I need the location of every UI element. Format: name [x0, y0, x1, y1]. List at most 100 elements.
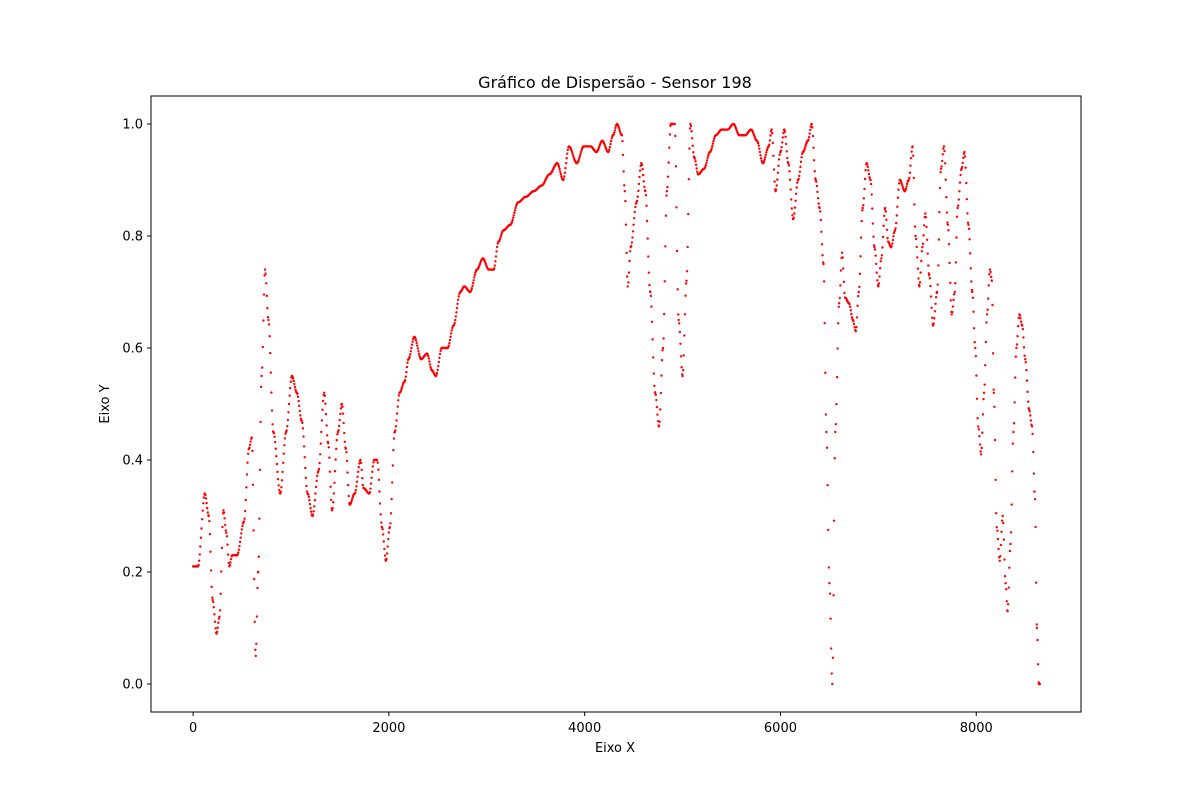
scatter-point	[838, 302, 841, 305]
scatter-point	[931, 316, 934, 319]
scatter-point	[886, 236, 889, 240]
scatter-point	[837, 305, 841, 309]
scatter-point	[470, 287, 474, 290]
scatter-point	[780, 145, 783, 149]
scatter-point	[258, 468, 262, 471]
scatter-point	[967, 227, 971, 231]
scatter-point	[850, 316, 854, 319]
scatter-point	[384, 559, 388, 562]
scatter-point	[816, 190, 819, 194]
scatter-point	[409, 353, 412, 356]
scatter-point	[400, 388, 403, 391]
scatter-point	[626, 285, 629, 288]
scatter-point	[345, 451, 348, 454]
scatter-point	[894, 221, 898, 225]
scatter-point	[268, 335, 271, 338]
scatter-point	[938, 210, 941, 214]
scatter-point	[674, 165, 678, 168]
scatter-point	[787, 162, 790, 165]
scatter-point	[876, 279, 879, 282]
scatter-point	[901, 186, 905, 189]
scatter-point	[360, 468, 363, 472]
scatter-point	[259, 385, 263, 389]
scatter-point	[815, 180, 818, 183]
scatter-point	[820, 243, 824, 246]
scatter-point	[897, 182, 901, 185]
scatter-point	[332, 492, 336, 495]
scatter-point	[925, 225, 928, 229]
scatter-point	[500, 233, 503, 236]
scatter-point	[623, 190, 627, 193]
scatter-point	[908, 176, 911, 180]
scatter-point	[769, 134, 772, 137]
scatter-point	[240, 528, 244, 531]
scatter-point	[891, 238, 895, 242]
scatter-point	[839, 284, 842, 287]
scatter-point	[1006, 610, 1009, 613]
scatter-point	[1031, 432, 1034, 436]
scatter-point	[346, 471, 349, 474]
scatter-point	[790, 198, 793, 201]
scatter-point	[692, 151, 695, 154]
y-axis-ticks: 0.0 0.2 0.4 0.6 0.8 1.0	[122, 118, 151, 693]
scatter-point	[342, 421, 345, 425]
scatter-point	[559, 170, 562, 173]
scatter-point	[912, 176, 915, 180]
scatter-point	[790, 207, 794, 210]
scatter-point	[215, 630, 219, 634]
scatter-point	[666, 185, 669, 189]
scatter-point	[879, 260, 882, 263]
scatter-point	[337, 424, 341, 428]
scatter-point	[964, 166, 967, 169]
scatter-point	[417, 352, 421, 356]
scatter-point	[225, 535, 229, 538]
y-tick-label: 0.2	[122, 566, 143, 581]
scatter-point	[265, 294, 269, 298]
scatter-point	[253, 620, 256, 624]
scatter-point	[627, 281, 630, 284]
scatter-point	[649, 290, 652, 294]
scatter-point	[245, 486, 248, 489]
scatter-point	[1003, 575, 1007, 578]
scatter-point	[963, 150, 966, 154]
scatter-point	[400, 386, 404, 389]
scatter-point	[797, 177, 800, 181]
scatter-point	[456, 302, 459, 306]
scatter-point	[804, 143, 808, 146]
scatter-point	[328, 470, 332, 473]
scatter-point	[417, 350, 420, 353]
scatter-point	[260, 374, 263, 378]
scatter-point	[644, 194, 648, 197]
scatter-point	[378, 502, 382, 505]
scatter-point	[965, 181, 968, 185]
scatter-point	[248, 446, 251, 449]
scatter-point	[937, 238, 941, 241]
scatter-point	[608, 145, 612, 149]
scatter-point	[999, 543, 1003, 547]
scatter-point	[1023, 354, 1026, 357]
scatter-point	[759, 154, 762, 157]
scatter-point	[878, 275, 881, 278]
scatter-point	[825, 446, 829, 449]
scatter-point	[372, 461, 375, 464]
scatter-point	[1035, 626, 1039, 630]
scatter-point	[614, 126, 617, 130]
scatter-point	[1026, 390, 1029, 394]
scatter-point	[625, 251, 628, 255]
scatter-point	[251, 449, 254, 453]
scatter-point	[660, 359, 664, 362]
scatter-point	[371, 465, 375, 468]
scatter-point	[950, 313, 953, 316]
scatter-point	[683, 334, 686, 337]
scatter-point	[690, 130, 693, 133]
scatter-point	[359, 458, 362, 462]
scatter-point	[259, 420, 262, 424]
scatter-point	[334, 458, 337, 461]
scatter-point	[1034, 525, 1037, 529]
scatter-point	[955, 236, 958, 239]
scatter-point	[768, 143, 771, 146]
y-axis-label: Eixo Y	[98, 384, 113, 423]
scatter-point	[934, 296, 938, 299]
scatter-point	[369, 482, 373, 485]
scatter-point	[452, 323, 456, 327]
